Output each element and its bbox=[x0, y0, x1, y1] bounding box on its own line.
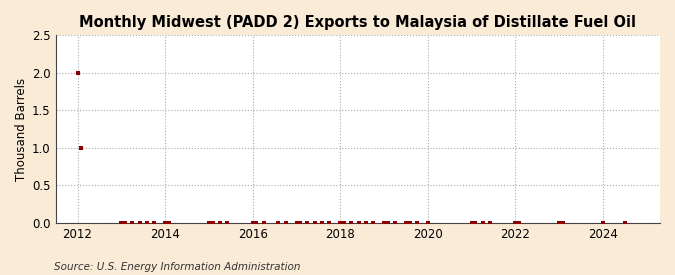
Point bbox=[204, 221, 215, 225]
Point bbox=[558, 221, 568, 225]
Point bbox=[251, 221, 262, 225]
Point bbox=[353, 221, 364, 225]
Point bbox=[127, 221, 138, 225]
Point bbox=[466, 221, 477, 225]
Y-axis label: Thousand Barrels: Thousand Barrels bbox=[15, 78, 28, 181]
Point bbox=[317, 221, 327, 225]
Point bbox=[597, 221, 608, 225]
Point bbox=[382, 221, 393, 225]
Point bbox=[148, 221, 159, 225]
Point bbox=[116, 221, 127, 225]
Point bbox=[339, 221, 350, 225]
Point bbox=[280, 221, 291, 225]
Point bbox=[273, 221, 284, 225]
Point bbox=[215, 221, 225, 225]
Point bbox=[207, 221, 218, 225]
Point bbox=[389, 221, 400, 225]
Point bbox=[119, 221, 130, 225]
Point bbox=[222, 221, 233, 225]
Point bbox=[514, 221, 524, 225]
Point bbox=[335, 221, 346, 225]
Point bbox=[485, 221, 495, 225]
Point bbox=[309, 221, 320, 225]
Point bbox=[142, 221, 153, 225]
Point bbox=[379, 221, 389, 225]
Text: Source: U.S. Energy Information Administration: Source: U.S. Energy Information Administ… bbox=[54, 262, 300, 272]
Point bbox=[72, 71, 83, 75]
Point bbox=[247, 221, 258, 225]
Point bbox=[412, 221, 423, 225]
Point bbox=[360, 221, 371, 225]
Point bbox=[76, 146, 86, 150]
Point bbox=[163, 221, 174, 225]
Point bbox=[470, 221, 481, 225]
Point bbox=[400, 221, 411, 225]
Point bbox=[302, 221, 313, 225]
Point bbox=[510, 221, 521, 225]
Point bbox=[295, 221, 306, 225]
Point bbox=[620, 221, 630, 225]
Point bbox=[477, 221, 488, 225]
Point bbox=[554, 221, 565, 225]
Point bbox=[291, 221, 302, 225]
Point bbox=[134, 221, 145, 225]
Point bbox=[160, 221, 171, 225]
Point bbox=[368, 221, 379, 225]
Point bbox=[346, 221, 356, 225]
Point bbox=[259, 221, 269, 225]
Title: Monthly Midwest (PADD 2) Exports to Malaysia of Distillate Fuel Oil: Monthly Midwest (PADD 2) Exports to Mala… bbox=[80, 15, 637, 30]
Point bbox=[324, 221, 335, 225]
Point bbox=[404, 221, 415, 225]
Point bbox=[423, 221, 433, 225]
